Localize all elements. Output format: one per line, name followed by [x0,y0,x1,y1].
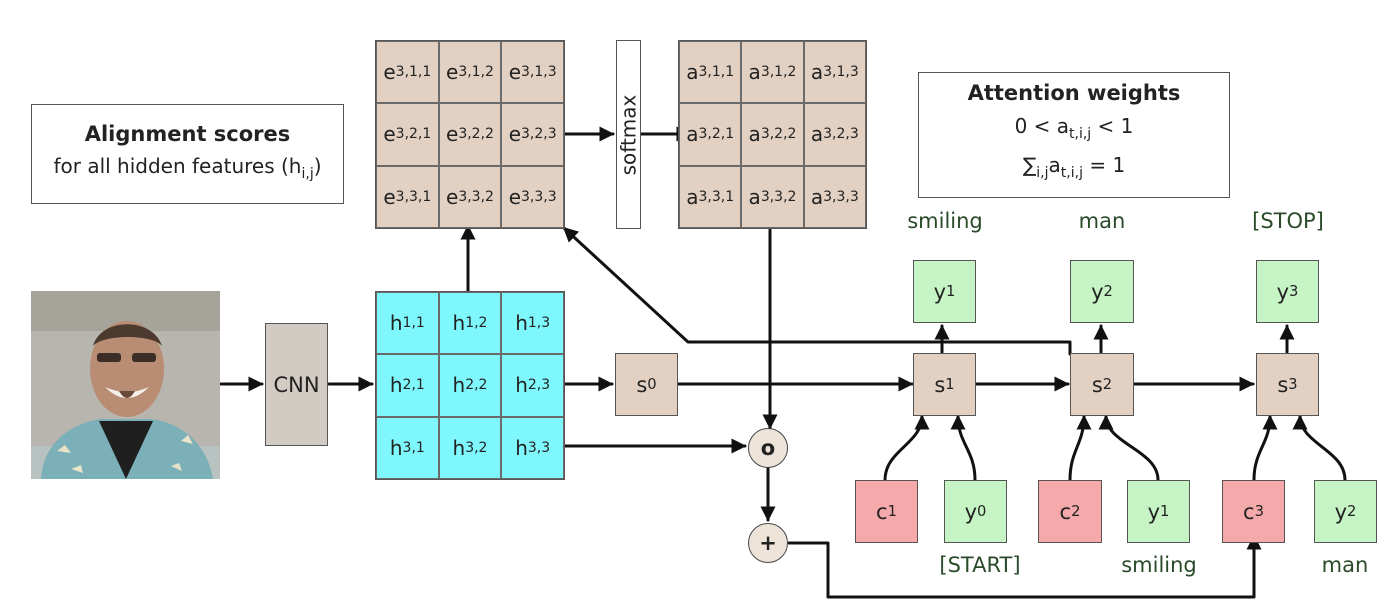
attention-weights-box: Attention weights 0 < at,i,j < 1 ∑i,jat,… [918,72,1230,198]
alignment-scores-grid: e 3,1,1 e 3,1,2 e 3,1,3 e 3,2,1 e 3,2,2 e 3,2,… [375,40,565,229]
e-cell: e 3,1,2 [438,41,502,104]
output-word-man: man [1078,209,1126,233]
a-cell: a 3,3,3 [803,165,866,228]
a-cell: a 3,2,2 [741,103,804,166]
arrow-c1-to-s1 [883,414,930,482]
e-cell: e 3,3,1 [376,165,439,228]
a-cell: a 3,1,2 [741,41,804,104]
input-word-smiling: smiling [1121,553,1197,577]
softmax-block: softmax [616,40,641,229]
softmax-label: softmax [616,94,641,175]
attention-weights-title: Attention weights [967,81,1181,105]
alignment-scores-title: Alignment scores [84,122,291,146]
input-word-start: [START] [939,553,1021,577]
a-cell: a 3,1,1 [679,41,742,104]
h-cell: h 1,2 [438,292,502,355]
arrow-y2-to-s3 [1292,414,1347,482]
attention-weights-grid: a 3,1,1 a 3,1,2 a 3,1,3 a 3,2,1 a 3,2,2 a 3,2,… [678,40,867,229]
multiply-op: o [748,428,788,468]
h-cell: h 3,2 [438,416,502,479]
arrow-c2-to-s2 [1068,414,1092,482]
alignment-scores-subtitle: for all hidden features (hi,j) [53,154,322,182]
add-op: + [748,523,788,563]
e-cell: e 3,3,2 [438,165,502,228]
attention-constraint-sum: ∑i,jat,i,j = 1 [1022,153,1126,181]
input-word-man: man [1321,553,1369,577]
arrow-y1-to-s2 [1098,414,1160,482]
h-cell: h 3,3 [501,416,564,479]
e-cell: e 3,1,1 [376,41,439,104]
arrow-y0-to-s1 [950,414,977,482]
h-cell: h 2,3 [501,354,564,417]
alignment-scores-box: Alignment scores for all hidden features… [31,104,344,204]
e-cell: e 3,2,2 [438,103,502,166]
attention-constraint-range: 0 < at,i,j < 1 [1014,114,1134,142]
e-cell: e 3,1,3 [501,41,564,104]
output-word-stop: [STOP] [1252,209,1324,233]
a-cell: a 3,2,3 [803,103,866,166]
cnn-block: CNN [265,323,328,446]
h-cell: h 3,1 [376,416,439,479]
e-cell: e 3,2,1 [376,103,439,166]
e-cell: e 3,3,3 [501,165,564,228]
a-cell: a 3,3,2 [741,165,804,228]
e-cell: e 3,2,3 [501,103,564,166]
h-cell: h 2,1 [376,354,439,417]
h-cell: h 2,2 [438,354,502,417]
cnn-label: CNN [273,372,320,397]
output-word-smiling: smiling [907,209,983,233]
a-cell: a 3,3,1 [679,165,742,228]
input-image [31,291,220,479]
hidden-features-grid: h 1,1 h 1,2 h 1,3 h 2,1 h 2,2 h 2,3 h 3,1 h 3,2 … [375,291,565,480]
h-cell: h 1,1 [376,292,439,355]
arrow-s2-to-e [562,226,1072,356]
arrow-c3-to-s3 [1252,414,1278,482]
smiling-man-photo [31,291,220,479]
a-cell: a 3,1,3 [803,41,866,104]
h-cell: h 1,3 [501,292,564,355]
arrow-add-to-c3 [787,534,1262,599]
a-cell: a 3,2,1 [679,103,742,166]
